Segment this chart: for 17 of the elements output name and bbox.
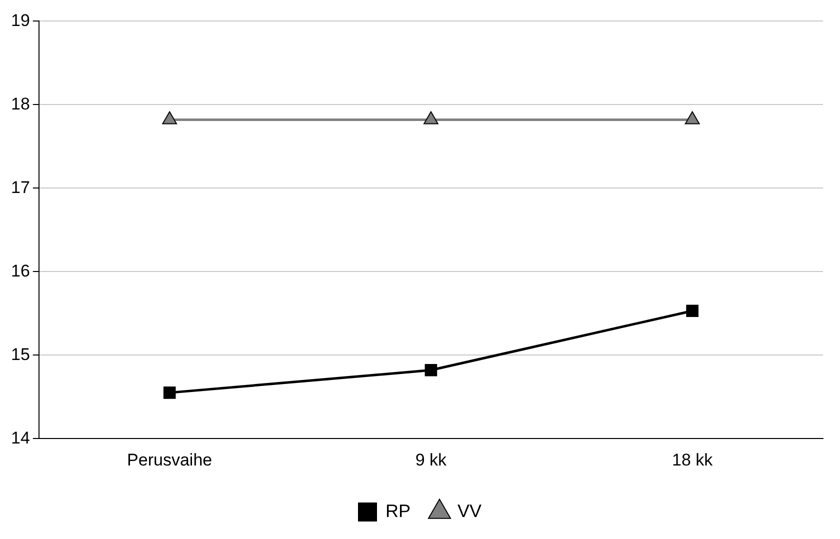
point [162,111,178,124]
point [424,364,438,376]
y-tick-label: 15 [10,344,30,364]
y-tick-label: 19 [10,10,30,30]
point [686,304,698,318]
legend-label: VV [457,500,482,521]
point [424,111,438,124]
x-tick-label: Perusvaihe [127,450,212,470]
legend-label: RP [385,500,411,521]
point [163,386,176,399]
y-tick-label: 17 [10,178,30,197]
x-tick-label: 18 kk [672,450,714,470]
y-tick-label: 16 [10,261,30,280]
y-tick-label: 14 [10,428,30,448]
point [684,111,700,124]
x-tick-label: 9 kk [415,450,448,470]
y-tick-label: 18 [10,94,30,114]
